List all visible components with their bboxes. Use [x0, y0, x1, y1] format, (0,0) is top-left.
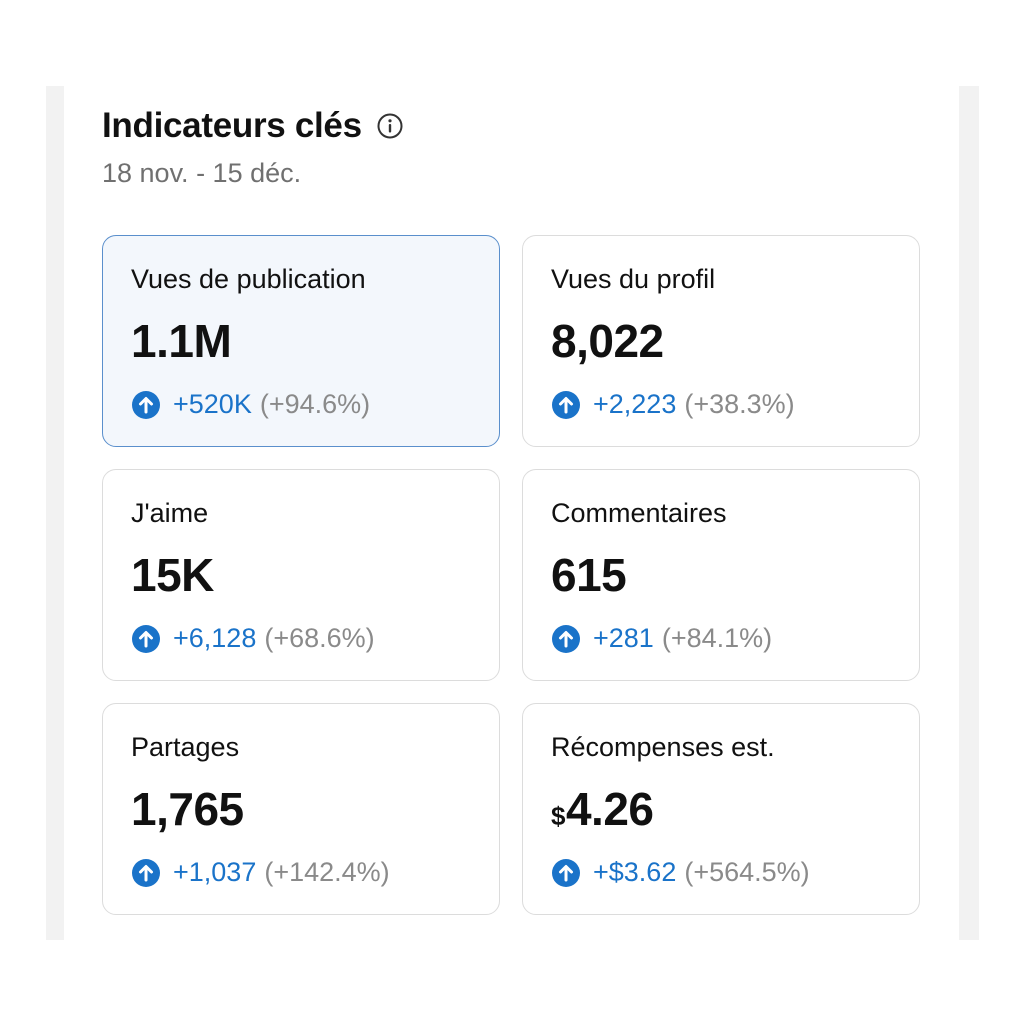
metric-delta-value: +1,037: [173, 857, 257, 887]
metric-delta-percent: (+68.6%): [264, 623, 375, 653]
metric-delta-percent: (+94.6%): [259, 389, 371, 419]
metric-delta-value: +6,128: [173, 623, 257, 653]
metric-label: Commentaires: [551, 498, 727, 528]
arrow-up-icon: [551, 858, 581, 888]
metric-delta: +$3.62 (+564.5%): [551, 857, 810, 888]
currency-symbol: $: [551, 801, 565, 831]
metric-delta-percent: (+84.1%): [661, 623, 773, 653]
arrow-up-icon: [131, 858, 161, 888]
metric-label: Vues de publication: [131, 264, 366, 294]
metric-card-est-rewards[interactable]: Récompenses est. $4.26 +$3.62 (+564.5%): [522, 703, 920, 915]
metric-label: Partages: [131, 732, 240, 762]
section-title: Indicateurs clés: [102, 106, 362, 145]
metric-value: 615: [551, 549, 627, 601]
section-header: Indicateurs clés: [102, 106, 404, 146]
metric-delta-percent: (+564.5%): [684, 857, 810, 887]
metric-card-likes[interactable]: J'aime 15K +6,128 (+68.6%): [102, 469, 500, 681]
arrow-up-icon: [131, 390, 161, 420]
metric-value: 8,022: [551, 315, 664, 367]
metric-value: 15K: [131, 549, 214, 601]
arrow-up-icon: [551, 390, 581, 420]
metric-delta-percent: (+142.4%): [264, 857, 390, 887]
metric-value: 1.1M: [131, 315, 232, 367]
metric-label: Récompenses est.: [551, 732, 775, 762]
metric-delta: +281 (+84.1%): [551, 623, 772, 654]
date-range: 18 nov. - 15 déc.: [102, 158, 302, 188]
metric-value: $4.26: [551, 782, 654, 836]
metric-delta: +520K (+94.6%): [131, 389, 370, 420]
metric-card-post-views[interactable]: Vues de publication 1.1M +520K (+94.6%): [102, 235, 500, 447]
arrow-up-icon: [551, 624, 581, 654]
metric-value-amount: 4.26: [565, 783, 654, 835]
metric-label: Vues du profil: [551, 264, 716, 294]
metric-card-shares[interactable]: Partages 1,765 +1,037 (+142.4%): [102, 703, 500, 915]
metric-card-profile-views[interactable]: Vues du profil 8,022 +2,223 (+38.3%): [522, 235, 920, 447]
metric-label: J'aime: [131, 498, 209, 528]
metric-delta-value: +520K: [173, 389, 252, 419]
metric-card-comments[interactable]: Commentaires 615 +281 (+84.1%): [522, 469, 920, 681]
metric-delta: +1,037 (+142.4%): [131, 857, 390, 888]
arrow-up-icon: [131, 624, 161, 654]
metric-delta-percent: (+38.3%): [684, 389, 795, 419]
metric-delta-value: +$3.62: [593, 857, 677, 887]
metric-delta: +6,128 (+68.6%): [131, 623, 375, 654]
info-icon[interactable]: [376, 112, 404, 140]
metric-delta-value: +281: [593, 623, 654, 653]
metric-delta-value: +2,223: [593, 389, 677, 419]
metric-value: 1,765: [131, 783, 244, 835]
metric-delta: +2,223 (+38.3%): [551, 389, 795, 420]
